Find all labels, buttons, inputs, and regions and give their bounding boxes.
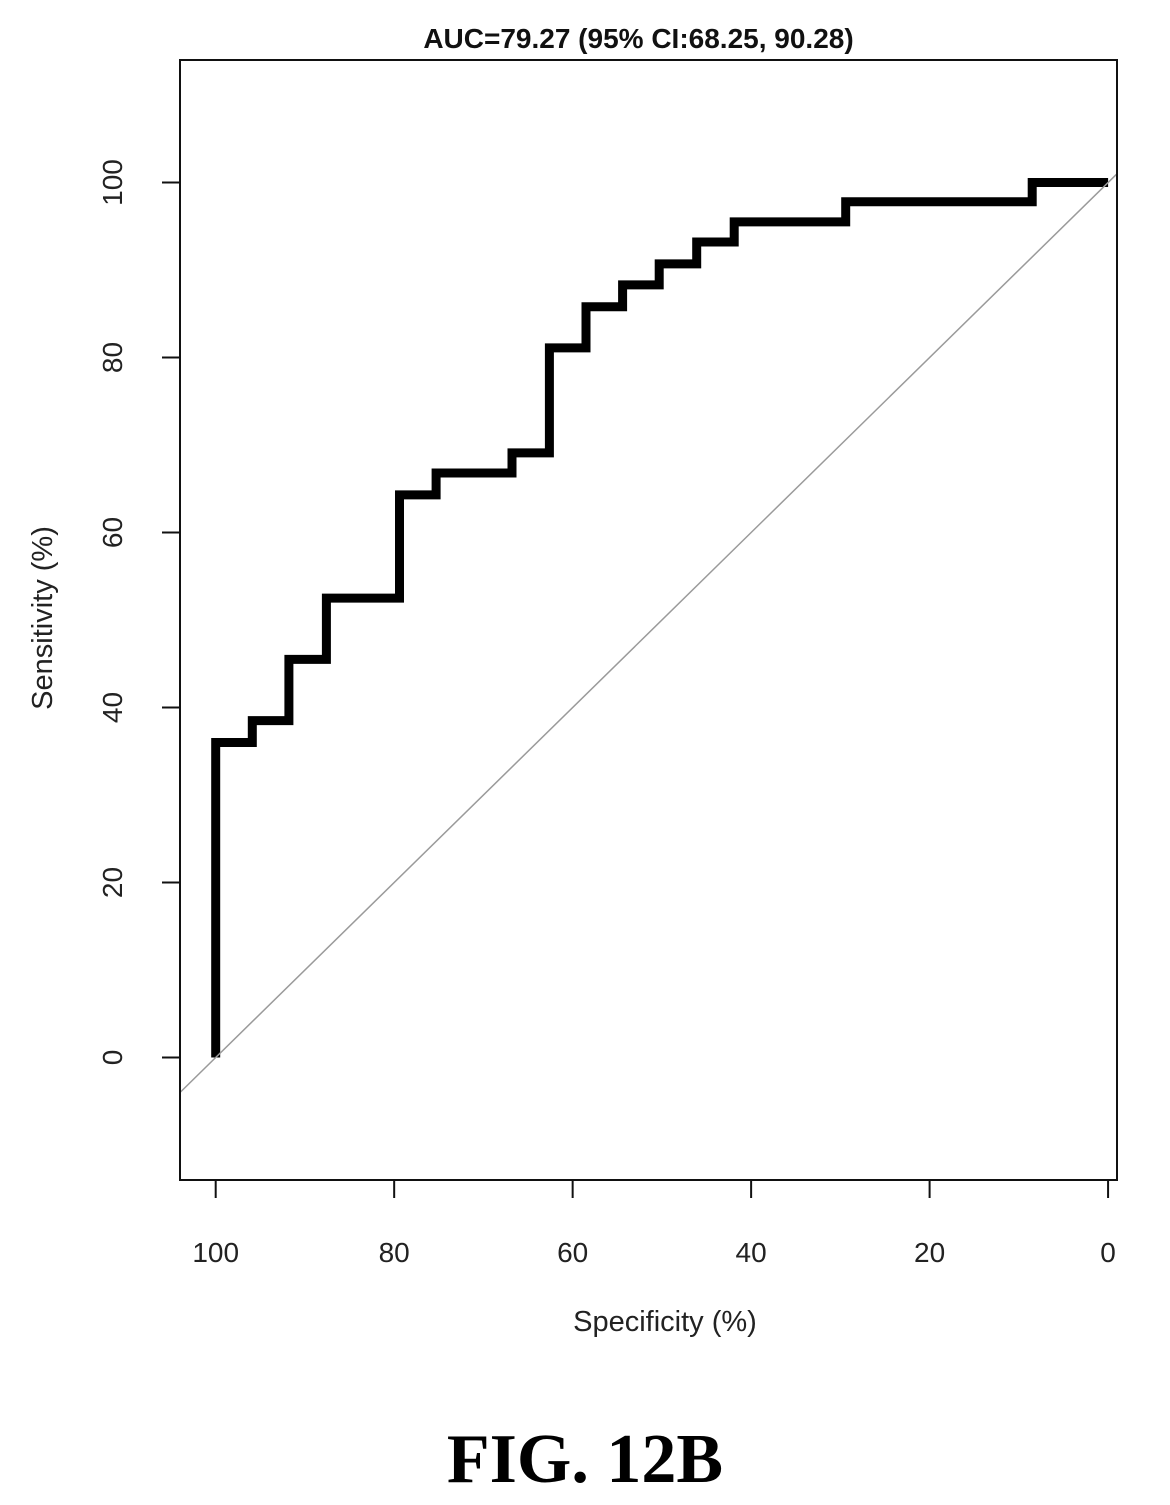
x-axis-label: Specificity (%) — [573, 1306, 757, 1338]
roc-curve-line — [211, 178, 1109, 1058]
plot-frame — [179, 59, 1118, 1181]
figure-caption: FIG. 12B — [446, 1421, 724, 1498]
y-tick-label: 80 — [97, 342, 128, 373]
y-tick-label: 20 — [97, 867, 128, 898]
x-tick-label: 100 — [192, 1237, 239, 1268]
y-tick-label: 40 — [97, 692, 128, 723]
y-axis: 0 20 40 60 80 100 — [97, 159, 180, 1065]
x-tick-label: 60 — [557, 1237, 588, 1268]
x-tick-label: 80 — [379, 1237, 410, 1268]
roc-chart: AUC=79.27 (95% CI:68.25, 90.28) 100 80 60 4… — [27, 23, 1118, 1338]
x-tick-label: 0 — [1100, 1237, 1116, 1268]
y-tick-label: 0 — [97, 1050, 128, 1066]
x-tick-label: 40 — [736, 1237, 767, 1268]
x-tick-label: 20 — [914, 1237, 945, 1268]
chart-title: AUC=79.27 (95% CI:68.25, 90.28) — [423, 23, 853, 54]
y-axis-label: Sensitivity (%) — [27, 526, 59, 710]
y-tick-label: 60 — [97, 517, 128, 548]
y-tick-label: 100 — [97, 159, 128, 206]
x-axis: 100 80 60 40 20 0 — [192, 1180, 1116, 1268]
plot-area — [180, 173, 1117, 1094]
reference-diagonal-line — [180, 173, 1117, 1094]
